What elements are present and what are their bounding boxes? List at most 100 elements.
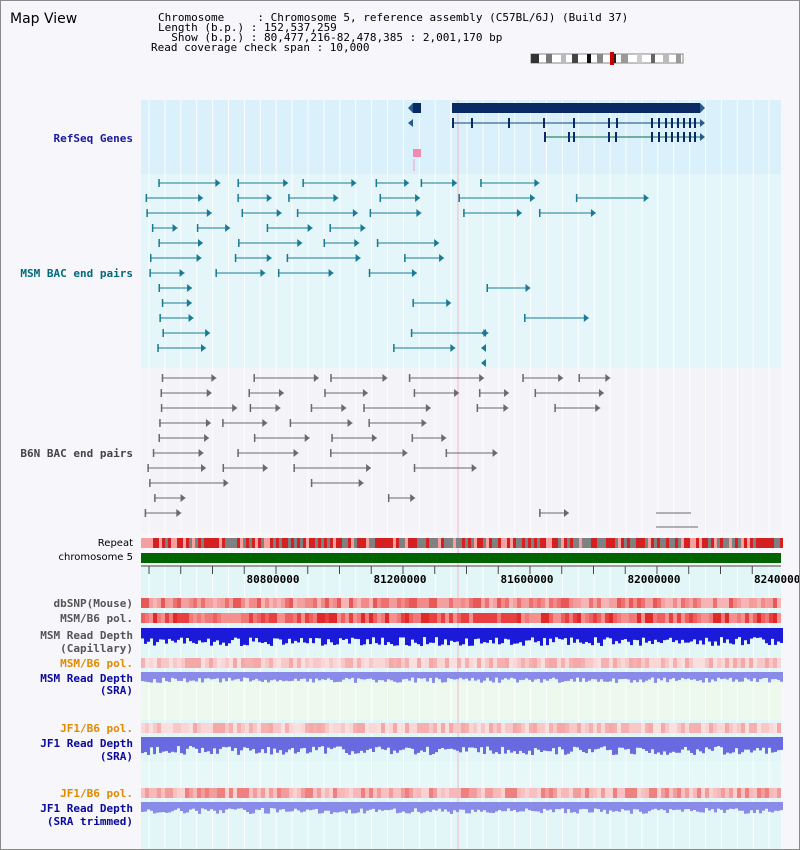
heat-cell: [293, 788, 297, 798]
heat-cell: [305, 788, 309, 798]
label-dbsnp[interactable]: dbSNP(Mouse): [53, 597, 133, 610]
heat-cell: [621, 658, 625, 668]
heat-cell: [613, 723, 617, 733]
depth-bar: [363, 672, 366, 680]
depth-bar: [552, 628, 555, 643]
depth-bar: [258, 672, 261, 681]
heat-cell: [689, 613, 693, 623]
depth-bar: [144, 672, 147, 682]
heat-cell: [329, 598, 333, 608]
heat-cell: [297, 788, 301, 798]
depth-bar: [213, 802, 216, 811]
depth-bar: [237, 737, 240, 755]
heat-cell: [385, 658, 389, 668]
heat-cell: [241, 723, 245, 733]
depth-bar: [588, 802, 591, 813]
depth-bar: [597, 672, 600, 682]
heat-cell: [745, 788, 749, 798]
heat-cell: [273, 598, 277, 608]
depth-bar: [702, 628, 705, 645]
depth-bar: [675, 802, 678, 810]
depth-bar: [720, 802, 723, 810]
bac-end-tick: [363, 404, 365, 412]
bac-end-arrow: [583, 314, 589, 322]
label-b6n-bac[interactable]: B6N BAC end pairs: [20, 447, 133, 460]
heat-cell: [433, 613, 437, 623]
depth-bar: [438, 628, 441, 646]
depth-bar: [711, 628, 714, 646]
depth-bar: [348, 628, 351, 644]
repeat-segment: [600, 538, 603, 548]
label-jf1-b6-pol[interactable]: JF1/B6 pol.: [60, 722, 133, 735]
heat-cell: [297, 598, 301, 608]
heat-cell: [409, 723, 413, 733]
heat-cell: [369, 613, 373, 623]
heat-cell: [253, 788, 257, 798]
depth-bar: [348, 672, 351, 680]
heat-cell: [413, 658, 417, 668]
depth-bar: [552, 672, 555, 678]
heat-cell: [433, 788, 437, 798]
heat-cell: [581, 723, 585, 733]
heat-cell: [565, 723, 569, 733]
heat-cell: [529, 788, 533, 798]
depth-bar: [681, 737, 684, 750]
depth-bar: [204, 672, 207, 679]
heat-cell: [641, 723, 645, 733]
label-jf1-read-depth-trimmed[interactable]: JF1 Read Depth: [40, 802, 133, 815]
heat-cell: [289, 658, 293, 668]
repeat-segment: [612, 538, 615, 548]
label-refseq-genes[interactable]: RefSeq Genes: [53, 132, 133, 145]
repeat-segment: [687, 538, 690, 548]
heat-cell: [501, 723, 505, 733]
depth-bar: [201, 628, 204, 643]
label-msm-read-depth-sra[interactable]: MSM Read Depth: [40, 672, 133, 685]
label-msm-read-depth-capillary[interactable]: MSM Read Depth: [40, 629, 133, 642]
label-msm-b6-pol[interactable]: MSM/B6 pol.: [60, 612, 133, 625]
repeat-segment: [657, 538, 660, 548]
heat-cell: [749, 788, 753, 798]
depth-bar: [540, 802, 543, 814]
heat-cell: [229, 658, 233, 668]
depth-bar: [594, 802, 597, 809]
label-msm-b6-pol-sra[interactable]: MSM/B6 pol.: [60, 657, 133, 670]
heat-cell: [197, 658, 201, 668]
repeat-segment: [441, 538, 444, 548]
heat-cell: [373, 613, 377, 623]
label-msm-bac[interactable]: MSM BAC end pairs: [20, 267, 133, 280]
heat-cell: [465, 658, 469, 668]
heat-cell: [325, 788, 329, 798]
gene-exon: [658, 132, 660, 142]
heat-cell: [509, 658, 513, 668]
repeat-segment: [606, 538, 609, 548]
depth-bar: [249, 628, 252, 638]
depth-bar: [297, 628, 300, 643]
heat-cell: [421, 613, 425, 623]
heat-cell: [685, 613, 689, 623]
depth-bar: [264, 737, 267, 754]
depth-bar: [354, 672, 357, 683]
heat-cell: [317, 658, 321, 668]
heat-cell: [485, 613, 489, 623]
heat-cell: [749, 613, 753, 623]
ideogram-band: [676, 54, 681, 63]
heat-cell: [561, 658, 565, 668]
repeat-segment: [312, 538, 315, 548]
heat-cell: [621, 613, 625, 623]
heat-cell: [533, 788, 537, 798]
bac-end-tick: [323, 239, 326, 247]
heat-cell: [389, 658, 393, 668]
heat-cell: [685, 598, 689, 608]
depth-bar: [492, 802, 495, 813]
depth-bar: [489, 628, 492, 640]
bac-end-tick: [480, 179, 482, 187]
label-jf1-b6-pol-2[interactable]: JF1/B6 pol.: [60, 787, 133, 800]
depth-bar: [609, 802, 612, 811]
depth-bar: [375, 672, 378, 683]
heat-cell: [489, 788, 493, 798]
gene-exon: [665, 132, 667, 142]
label-jf1-read-depth[interactable]: JF1 Read Depth: [40, 737, 133, 750]
depth-bar: [498, 672, 501, 683]
depth-bar: [678, 737, 681, 753]
heat-cell: [701, 788, 705, 798]
